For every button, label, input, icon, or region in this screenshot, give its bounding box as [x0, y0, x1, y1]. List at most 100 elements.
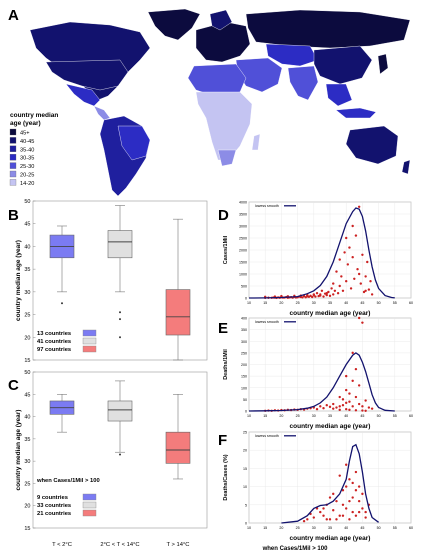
- y-tick-label: 1500: [239, 261, 247, 265]
- scatter-point: [351, 510, 354, 514]
- map-legend-title-line2: age (year): [10, 120, 41, 127]
- x-tick-label: 25: [296, 526, 300, 530]
- y-tick-label: 0: [245, 297, 247, 301]
- scatter-point: [364, 516, 367, 519]
- scatter-point: [345, 388, 348, 392]
- usa-shape: [45, 59, 129, 91]
- scatter-point: [354, 234, 358, 237]
- madagascar-shape: [251, 133, 261, 151]
- scatter-point: [357, 272, 361, 276]
- scatter-point: [351, 405, 354, 408]
- box-iqr: [165, 289, 191, 336]
- y-tick-label: 200: [241, 363, 247, 367]
- panel-e-letter: E: [218, 320, 228, 337]
- x-axis-label: country median age (year): [290, 310, 371, 317]
- scatter-point: [364, 289, 367, 292]
- scatter-point: [343, 251, 346, 254]
- central-america-shape: [93, 105, 111, 121]
- y-tick-label: 2000: [239, 249, 247, 253]
- x-tick-label: 60: [409, 301, 413, 305]
- south-africa-shape: [217, 149, 237, 167]
- legend-label: 33 countries: [37, 503, 71, 509]
- scatter-point: [348, 518, 351, 521]
- scatter-point: [301, 296, 304, 299]
- map-legend-swatch: [9, 128, 17, 136]
- scatter-point: [345, 401, 348, 405]
- scatter-point: [346, 263, 350, 266]
- scatter-point: [345, 236, 348, 240]
- scatter-point: [354, 489, 358, 492]
- legend-swatch: [82, 337, 97, 345]
- scatter-point: [332, 492, 335, 496]
- map-legend-label: 30-35: [20, 156, 34, 162]
- y-tick-label: 4000: [239, 201, 247, 205]
- scatter-point: [361, 507, 364, 510]
- x-tick-label: 15: [263, 526, 267, 530]
- scatter-point: [338, 405, 341, 408]
- scatter-point: [357, 384, 361, 387]
- scatter-point: [333, 289, 337, 292]
- y-tick-label: 20: [243, 449, 247, 453]
- scatter-point: [332, 407, 335, 410]
- x-tick-label: 60: [409, 414, 413, 418]
- scatter-point: [306, 295, 309, 298]
- x-tick-label: 50: [377, 526, 381, 530]
- scatter-point: [335, 406, 338, 409]
- y-axis-label: country median age (year): [15, 240, 22, 321]
- brazil-shape: [117, 125, 151, 161]
- scatter-point: [322, 507, 325, 510]
- y-tick-label: 40: [24, 244, 30, 250]
- y-tick-label: 10: [243, 485, 247, 489]
- map-legend-label: 45+: [20, 131, 30, 137]
- scatter-point: [351, 379, 354, 382]
- scatter-point: [357, 205, 361, 208]
- scatter-point: [354, 470, 358, 474]
- y-tick-label: 100: [241, 386, 247, 390]
- scatter-point: [351, 224, 354, 228]
- scatter-point: [325, 292, 328, 295]
- scatter-point: [280, 294, 283, 298]
- x-tick-label: 45: [360, 301, 364, 305]
- scatter-point: [348, 246, 351, 249]
- y-tick-label: 1000: [239, 273, 247, 277]
- x-tick-label: 35: [328, 301, 332, 305]
- panel-d-scatter: 10 15 20 25 30 35 40 45 50 55 60 0 500 1000 1500 2000 25…: [223, 201, 413, 318]
- x-tick-label: 50: [377, 301, 381, 305]
- scatter-point: [351, 351, 354, 355]
- y-tick-label: 30: [24, 290, 30, 296]
- filter-note: when Cases/1Mil > 100: [36, 478, 100, 484]
- scatter-point: [348, 400, 351, 403]
- x-tick-label: 45: [360, 414, 364, 418]
- y-tick-label: 15: [24, 526, 30, 532]
- lowess-smooth-line: [248, 352, 395, 412]
- panel-b-letter: B: [8, 207, 19, 224]
- panel-d-letter: D: [218, 207, 229, 224]
- scatter-point: [319, 405, 322, 408]
- india-shape: [287, 65, 319, 101]
- box-outlier: [119, 311, 121, 314]
- scatter-point: [338, 474, 341, 477]
- china-shape: [313, 45, 373, 85]
- map-legend-swatch: [9, 137, 17, 144]
- y-tick-label: 25: [24, 481, 30, 487]
- scatter-point: [345, 485, 348, 488]
- australia-shape: [345, 125, 399, 165]
- box-outlier: [119, 336, 121, 339]
- x-tick-label: 55: [393, 526, 397, 530]
- scatter-point: [335, 270, 338, 273]
- world-map: [29, 8, 411, 197]
- y-axis-label: country median age (year): [15, 410, 22, 491]
- y-tick-label: 3500: [239, 213, 247, 217]
- map-legend-title-line1: country median: [10, 112, 58, 119]
- north-africa-shape: [187, 63, 247, 97]
- y-tick-label: 35: [24, 267, 30, 273]
- x-tick-label: 50: [377, 414, 381, 418]
- y-tick-label: 30: [24, 459, 30, 465]
- scatter-point: [364, 510, 367, 514]
- panel-a-map: A: [8, 7, 411, 197]
- scatter-point: [348, 392, 351, 395]
- x-tick-label: 15: [263, 301, 267, 305]
- scatter-point: [354, 395, 358, 399]
- box-iqr: [107, 400, 133, 422]
- box-iqr: [165, 431, 191, 464]
